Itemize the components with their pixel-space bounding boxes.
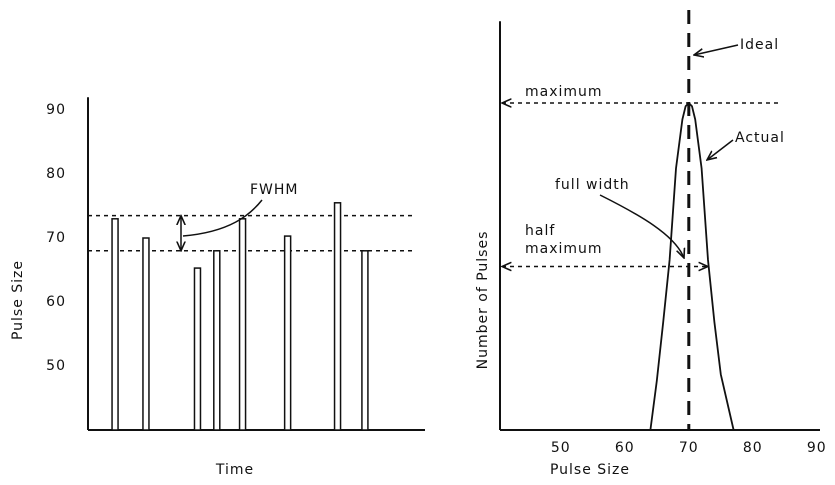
bar [333, 202, 342, 431]
x-tick-label: 60 [615, 440, 635, 456]
annotation: FWHM [250, 182, 299, 198]
annotation-leader [694, 44, 739, 55]
bar [238, 218, 247, 431]
annotation-leader [599, 194, 684, 258]
bar [361, 250, 369, 431]
annotation: Ideal [740, 37, 779, 53]
x-tick-label: 70 [679, 440, 699, 456]
x-axis-label: Pulse Size [550, 462, 630, 478]
y-tick-label: 70 [46, 230, 66, 246]
bar [142, 237, 150, 431]
annotation: Actual [735, 130, 785, 146]
y-tick-label: 80 [46, 166, 66, 182]
x-axis-label: Time [215, 462, 254, 478]
annotation: maximum [525, 84, 603, 100]
bar [283, 235, 292, 431]
x-tick-label: 80 [743, 440, 763, 456]
annotation: maximum [525, 241, 603, 257]
y-axis-label: Number of Pulses [475, 231, 491, 370]
y-tick-label: 90 [46, 102, 66, 118]
x-tick-label: 50 [551, 440, 571, 456]
x-tick-label: 90 [807, 440, 827, 456]
bar [213, 250, 221, 431]
bar [193, 267, 202, 431]
y-tick-label: 50 [46, 358, 66, 374]
distribution-curve [649, 102, 735, 431]
annotation: full width [555, 177, 630, 193]
annotation-leader [182, 199, 263, 237]
y-axis-label: Pulse Size [10, 260, 26, 340]
bar [111, 218, 119, 431]
annotation: half [525, 223, 555, 239]
annotation-leader [707, 139, 734, 160]
y-tick-label: 60 [46, 294, 66, 310]
